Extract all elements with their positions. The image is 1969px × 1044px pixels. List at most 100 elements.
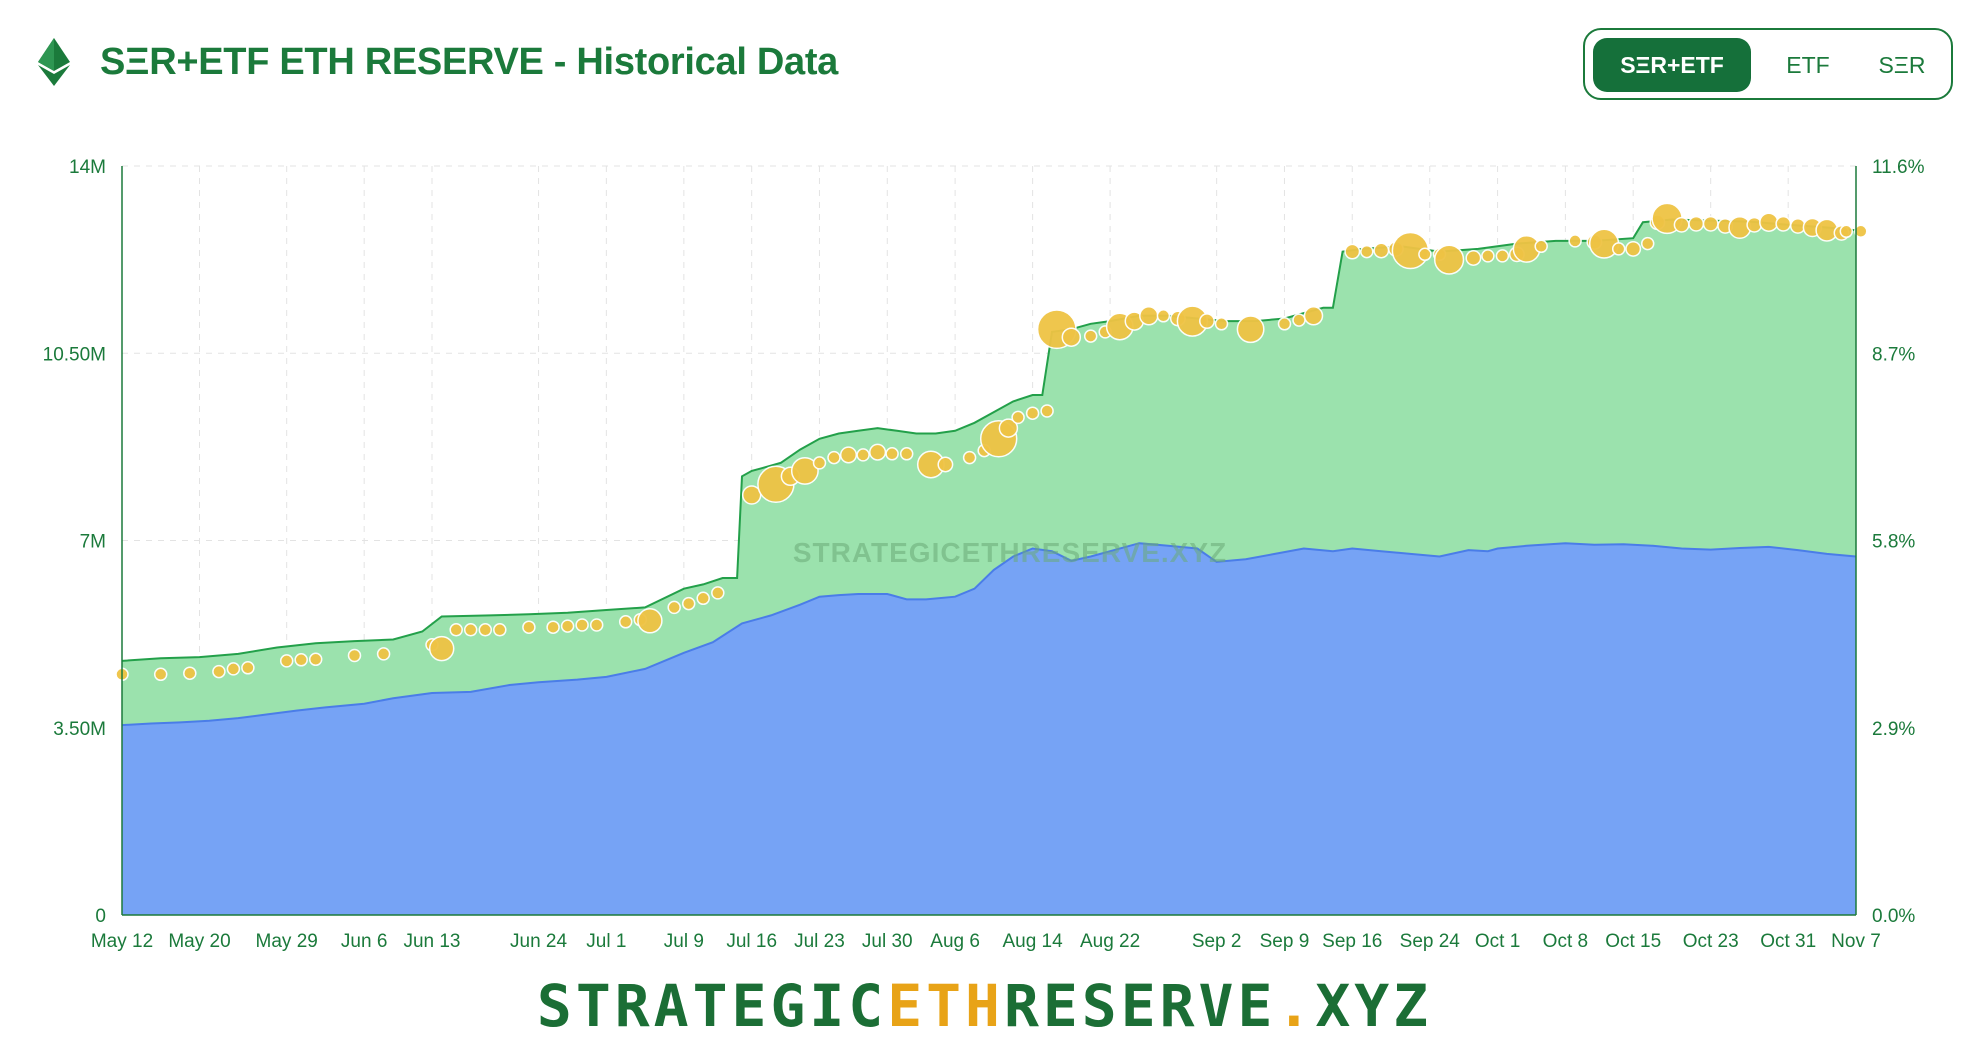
purchase-bubble: [183, 666, 197, 680]
wordmark-dot: .: [1276, 972, 1316, 1040]
purchase-bubble: [1011, 410, 1025, 425]
purchase-bubble: [1061, 327, 1082, 347]
view-toggle: SΞR+ETF ETF SΞR: [1583, 28, 1953, 100]
purchase-bubble: [1433, 244, 1465, 275]
site-wordmark[interactable]: STRATEGICETHRESERVE.XYZ: [0, 972, 1969, 1040]
purchase-bubble: [1688, 215, 1705, 232]
x-tick-label: Oct 1: [1475, 931, 1520, 952]
purchase-bubble: [1775, 215, 1792, 232]
purchase-bubble: [241, 661, 255, 675]
toggle-ser-etf-button[interactable]: SΞR+ETF: [1593, 38, 1751, 92]
x-tick-label: Sep 24: [1400, 931, 1461, 952]
x-tick-label: Oct 31: [1760, 931, 1816, 952]
purchase-bubble: [1625, 240, 1642, 257]
y-left-tick-label: 7M: [80, 532, 106, 553]
purchase-bubble: [962, 450, 977, 465]
purchase-bubble: [226, 662, 241, 676]
purchase-bubble: [428, 635, 455, 662]
x-tick-label: Aug 6: [930, 931, 980, 952]
purchase-bubble: [1236, 315, 1265, 344]
purchase-bubble: [212, 664, 226, 679]
purchase-bubble: [279, 654, 294, 668]
wordmark-reserve: RESERVE: [1003, 972, 1277, 1040]
x-tick-label: May 12: [91, 931, 153, 952]
y-right-tick-label: 8.7%: [1872, 344, 1915, 365]
purchase-bubble: [1139, 306, 1159, 326]
x-tick-label: Oct 23: [1683, 931, 1739, 952]
ethereum-icon: [38, 38, 70, 86]
purchase-bubble: [667, 600, 681, 615]
purchase-bubble: [1702, 215, 1719, 232]
x-tick-label: Aug 22: [1080, 931, 1140, 952]
chart-bubbles: [115, 202, 1868, 682]
wordmark-strategic: STRATEGIC: [536, 972, 888, 1040]
y-right-tick-label: 5.8%: [1872, 532, 1915, 553]
x-tick-label: May 20: [168, 931, 230, 952]
purchase-bubble: [463, 623, 478, 637]
y-right-tick-label: 11.6%: [1872, 157, 1925, 178]
total-line: [121, 218, 1857, 662]
purchase-bubble: [1344, 243, 1361, 260]
purchase-bubble: [493, 623, 507, 637]
chart-areas: [121, 218, 1857, 915]
purchase-bubble: [637, 608, 663, 634]
purchase-bubble: [376, 647, 391, 661]
x-tick-label: Nov 7: [1831, 931, 1881, 952]
purchase-bubble: [153, 667, 168, 682]
purchase-bubble: [575, 618, 589, 632]
purchase-bubble: [347, 648, 362, 663]
purchase-bubble: [790, 456, 819, 485]
purchase-bubble: [308, 652, 323, 667]
toggle-etf-button[interactable]: ETF: [1786, 52, 1830, 78]
x-tick-label: Aug 14: [1002, 931, 1063, 952]
y-right-tick-label: 0.0%: [1872, 906, 1915, 927]
purchase-bubble: [1360, 244, 1374, 259]
purchase-bubble: [856, 448, 870, 462]
x-tick-label: Jul 23: [794, 931, 845, 952]
purchase-bubble: [560, 619, 575, 633]
purchase-bubble: [869, 443, 887, 461]
x-tick-label: Oct 15: [1605, 931, 1661, 952]
purchase-bubble: [1746, 216, 1763, 233]
purchase-bubble: [1373, 242, 1390, 259]
purchase-bubble: [1481, 249, 1495, 263]
purchase-bubble: [696, 591, 710, 606]
purchase-bubble: [681, 596, 696, 611]
purchase-bubble: [1673, 216, 1690, 233]
purchase-bubble: [711, 586, 725, 600]
x-tick-label: Sep 9: [1260, 931, 1310, 952]
etf-line: [121, 542, 1857, 727]
x-tick-label: Sep 16: [1322, 931, 1382, 952]
purchase-bubble: [1568, 234, 1582, 248]
purchase-bubble: [1277, 317, 1292, 331]
purchase-bubble: [1640, 236, 1655, 251]
purchase-bubble: [1495, 249, 1510, 263]
x-tick-label: Sep 2: [1192, 931, 1242, 952]
chart-watermark: STRATEGICETHRESERVE.XYZ: [793, 537, 1227, 568]
purchase-bubble: [1156, 309, 1171, 323]
purchase-bubble: [899, 447, 914, 461]
purchase-bubble: [839, 446, 858, 464]
purchase-bubble: [522, 620, 536, 634]
purchase-bubble: [1025, 406, 1040, 420]
purchase-bubble: [1759, 212, 1779, 232]
purchase-bubble: [1083, 329, 1098, 343]
chart-header: SΞR+ETF ETH RESERVE - Historical Data: [38, 38, 838, 86]
purchase-bubble: [1534, 239, 1548, 254]
purchase-bubble: [1292, 313, 1306, 327]
purchase-bubble: [294, 653, 308, 667]
purchase-bubble: [885, 447, 899, 461]
chart-axes: 0 0.0% 3.50M 2.9% 7M 5.8% 10.50M 8.7% 14M 11.6% Ma…: [43, 157, 1925, 952]
purchase-bubble: [1854, 224, 1868, 239]
wordmark-xyz: XYZ: [1315, 972, 1433, 1040]
purchase-bubble: [998, 418, 1019, 438]
purchase-bubble: [618, 615, 633, 629]
toggle-ser-button[interactable]: SΞR: [1878, 52, 1926, 78]
purchase-bubble: [1839, 224, 1854, 239]
purchase-bubble: [589, 618, 604, 632]
x-tick-label: Jun 6: [341, 931, 387, 952]
purchase-bubble: [1214, 317, 1229, 331]
etf-area: [122, 543, 1856, 915]
purchase-bubble: [1418, 247, 1432, 262]
y-left-tick-label: 10.50M: [43, 344, 106, 365]
